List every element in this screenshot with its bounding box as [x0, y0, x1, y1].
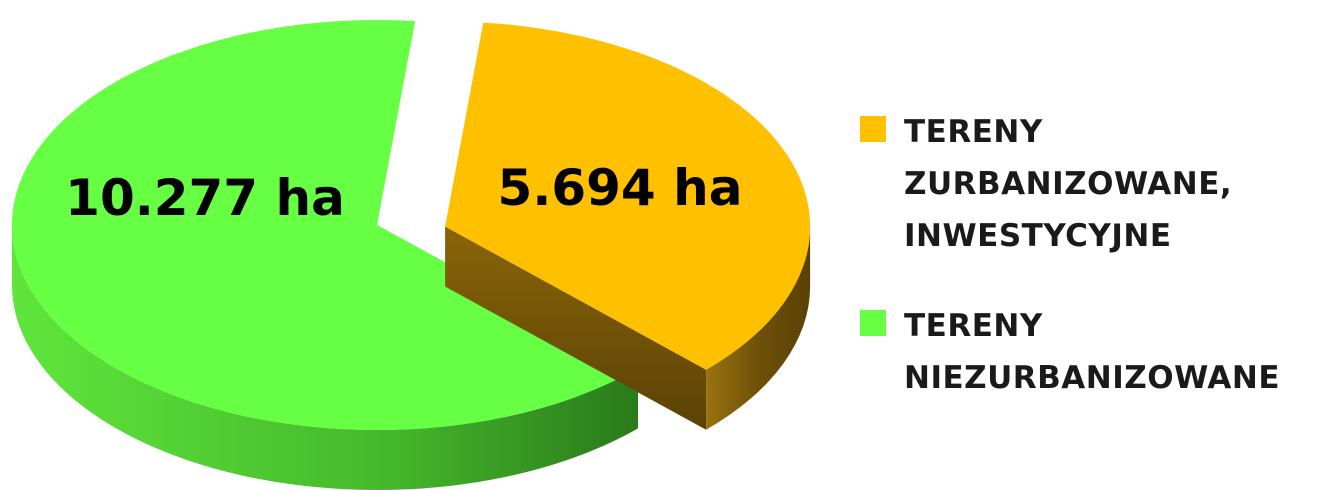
pie-slice-wall — [445, 226, 707, 430]
pie-slice — [12, 19, 639, 430]
pie-slice-side — [706, 226, 811, 430]
legend: TERENY ZURBANIZOWANE, INWESTYCYJNE TEREN… — [860, 106, 1320, 442]
legend-label-line: TERENY — [904, 308, 1043, 344]
legend-label-niezurbanizowane: TERENY NIEZURBANIZOWANE — [904, 300, 1280, 404]
data-label: 5.694 ha — [498, 159, 743, 217]
data-label: 10.277 ha — [65, 169, 345, 227]
legend-item-zurbanizowane: TERENY ZURBANIZOWANE, INWESTYCYJNE — [860, 106, 1320, 262]
pie-chart: 5.694 ha 10.277 ha — [12, 19, 811, 490]
legend-swatch-niezurbanizowane — [860, 310, 886, 336]
legend-swatch-zurbanizowane — [860, 116, 886, 142]
pie-slice-side — [12, 225, 639, 490]
legend-label-line: ZURBANIZOWANE, — [904, 166, 1233, 202]
pie-slice — [445, 22, 811, 370]
legend-label-line: INWESTYCYJNE — [904, 218, 1172, 254]
legend-label-line: NIEZURBANIZOWANE — [904, 360, 1281, 396]
legend-label-zurbanizowane: TERENY ZURBANIZOWANE, INWESTYCYJNE — [904, 106, 1232, 262]
legend-label-line: TERENY — [904, 114, 1043, 150]
legend-item-niezurbanizowane: TERENY NIEZURBANIZOWANE — [860, 300, 1320, 404]
